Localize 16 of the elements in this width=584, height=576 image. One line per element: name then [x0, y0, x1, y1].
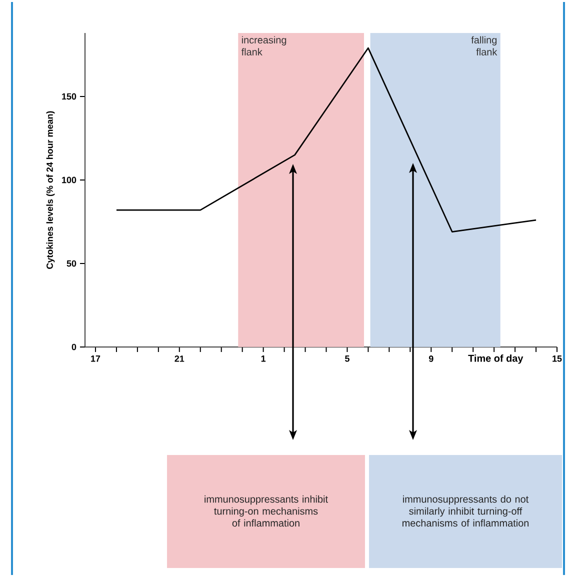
y-tick-label: 150: [62, 93, 76, 100]
x-axis-title: Time of day: [468, 354, 524, 364]
x-tick-label: 21: [174, 356, 184, 362]
x-tick-label: 17: [91, 356, 100, 362]
y-tick-label: 50: [66, 260, 76, 267]
x-tick-label: 5: [345, 356, 350, 362]
y-axis-title: Cytokines levels (% of 24 hour mean): [46, 111, 55, 269]
text: immunosuppressants do not similarly inhibit turning-off mechanisms of inflammation: [402, 495, 529, 527]
x-tick-label: 9: [428, 356, 434, 362]
x-tick-label: 1: [261, 356, 266, 362]
x-tick-label: 15: [552, 356, 562, 362]
band-label: falling flank: [471, 36, 498, 56]
band-label: increasing flank: [241, 36, 286, 56]
text: immunosuppressants inhibit turning-on mechanisms of inflammation: [204, 495, 328, 527]
y-tick-label: 100: [62, 176, 76, 184]
y-tick-label: 0: [72, 344, 76, 350]
